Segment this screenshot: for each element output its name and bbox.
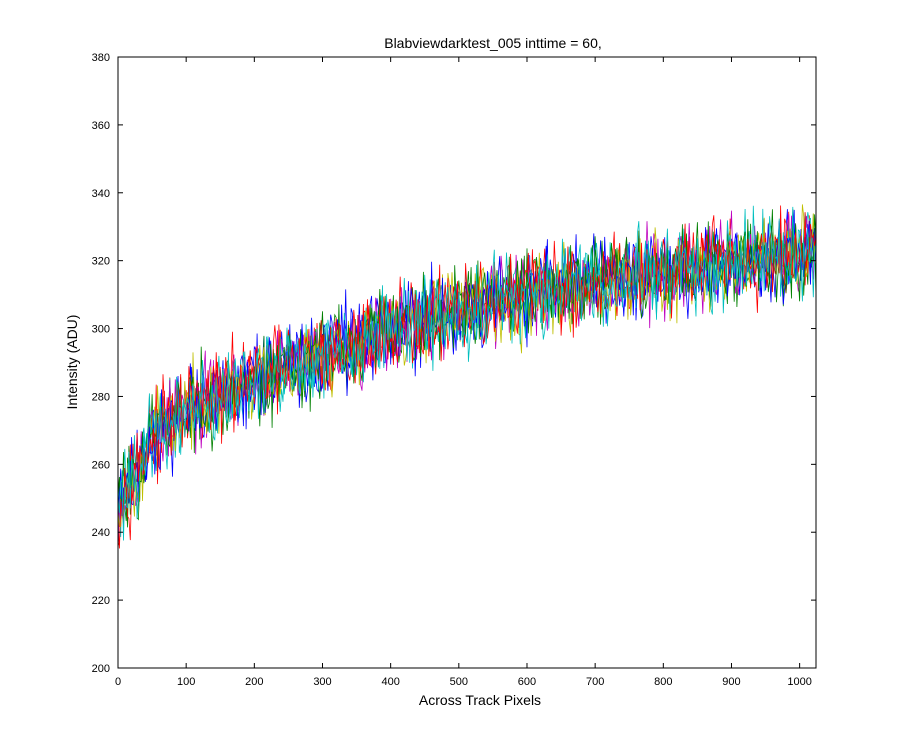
y-tick-label: 260	[92, 459, 110, 471]
series-cyan-2	[118, 205, 816, 541]
x-tick-label: 1000	[787, 676, 811, 688]
x-tick-label: 400	[381, 676, 399, 688]
x-axis-title: Across Track Pixels	[419, 692, 541, 708]
x-tick-label: 100	[177, 676, 195, 688]
y-tick-label: 220	[92, 595, 110, 607]
x-tick-label: 700	[586, 676, 604, 688]
x-tick-label: 900	[722, 676, 740, 688]
y-tick-label: 200	[92, 663, 110, 675]
ticks-layer: 0 100 200 300 400 500 600 700 800 900 1000 200 220 24…	[92, 52, 816, 688]
y-tick-label: 240	[92, 527, 110, 539]
x-tick-label: 0	[115, 676, 121, 688]
y-tick-label: 340	[92, 188, 110, 200]
y-tick-label: 380	[92, 52, 110, 64]
x-tick-label: 600	[518, 676, 536, 688]
y-tick-label: 320	[92, 256, 110, 268]
x-tick-label: 200	[245, 676, 263, 688]
y-tick-label: 280	[92, 391, 110, 403]
x-tick-label: 500	[450, 676, 468, 688]
series-layer	[118, 204, 816, 549]
chart-title: Blabviewdarktest_005 inttime = 60,	[384, 35, 602, 51]
plot-frame	[117, 56, 817, 669]
x-tick-label: 300	[313, 676, 331, 688]
x-tick-label: 800	[654, 676, 672, 688]
y-axis-title: Intensity (ADU)	[64, 315, 80, 410]
y-tick-label: 300	[92, 324, 110, 336]
series-red-2	[118, 205, 816, 546]
y-tick-label: 360	[92, 120, 110, 132]
